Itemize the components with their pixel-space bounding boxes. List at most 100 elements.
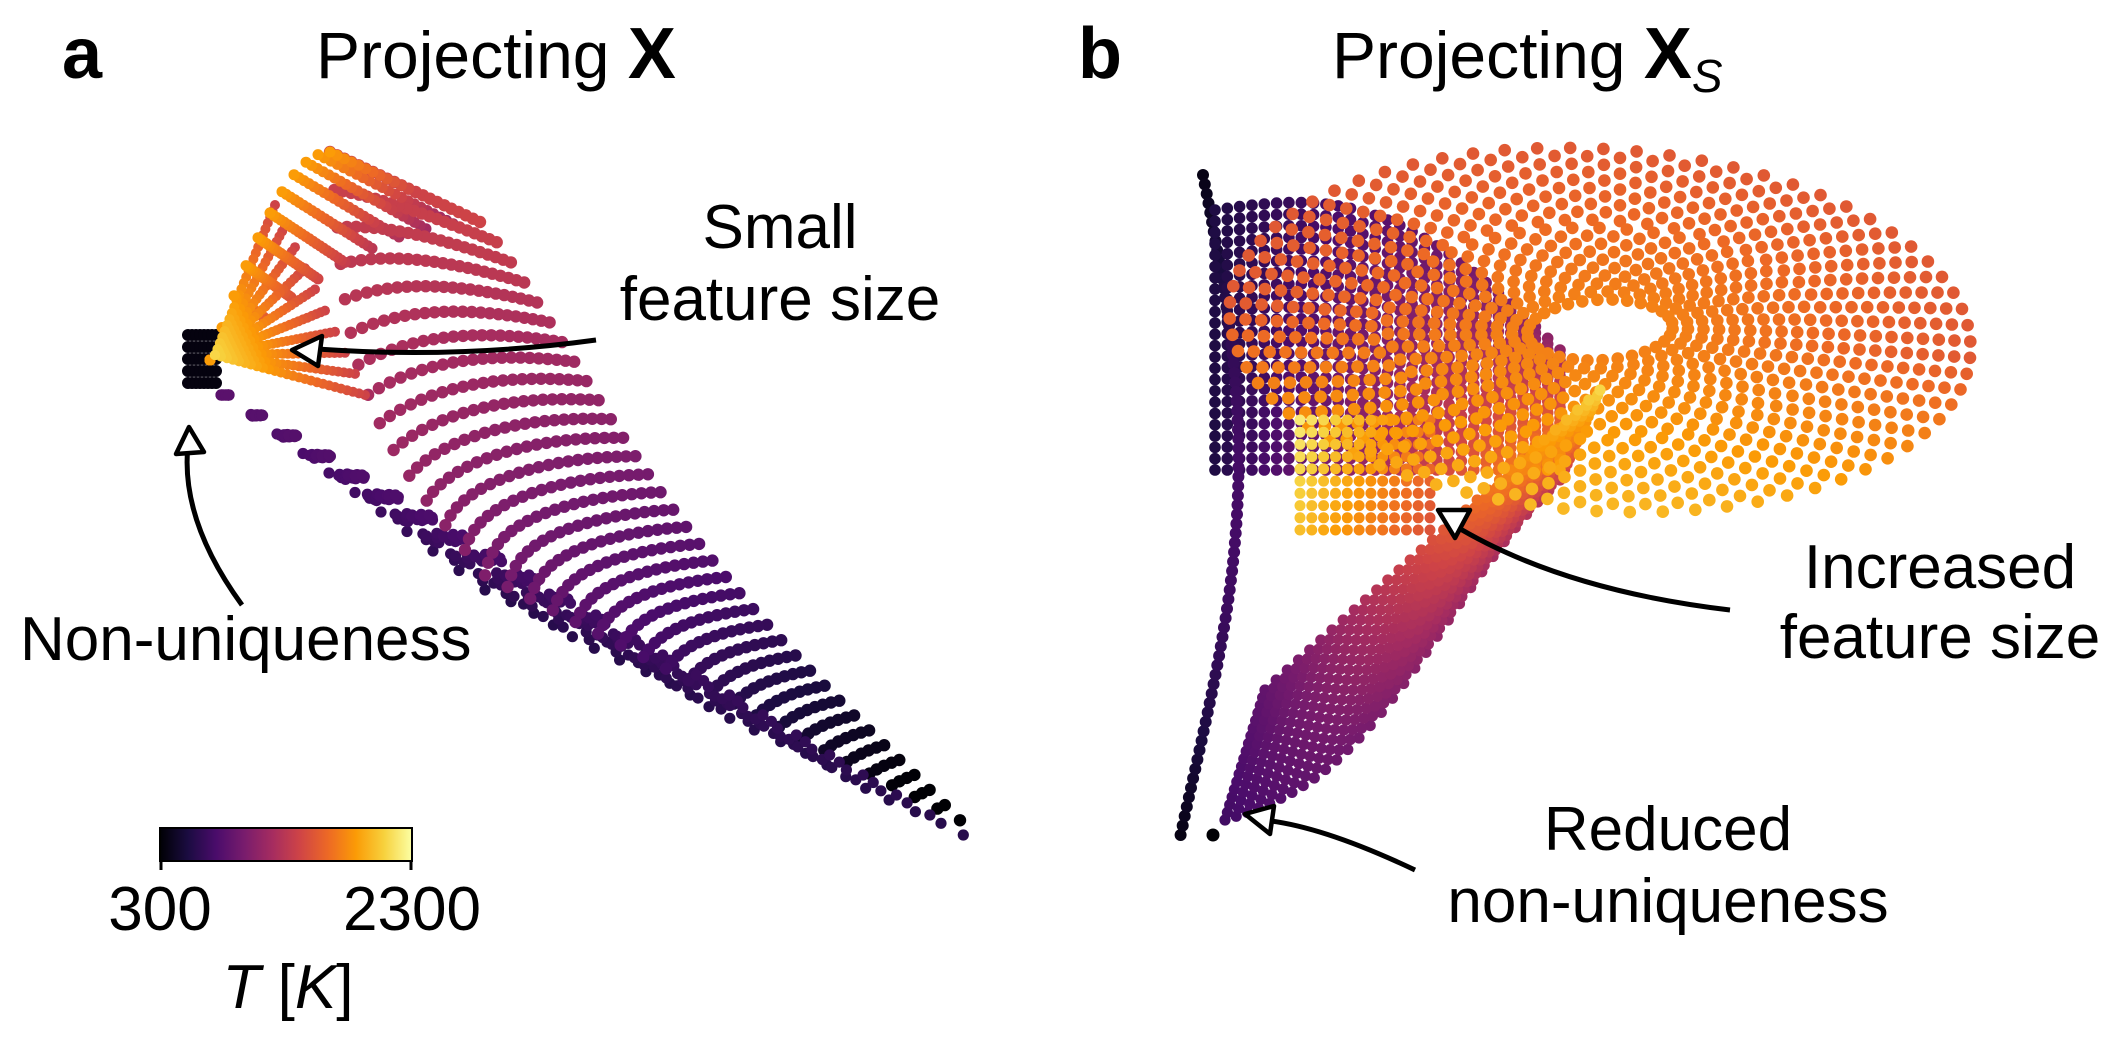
panel-a-point xyxy=(655,542,668,555)
panel-b-point xyxy=(1672,364,1686,377)
panel-b-point xyxy=(1790,338,1803,352)
panel-b-point xyxy=(1560,414,1573,426)
panel-b-point xyxy=(1231,499,1244,511)
panel-b-title-subscript: S xyxy=(1692,50,1723,102)
panel-b-point xyxy=(1631,248,1645,261)
panel-b-point xyxy=(1720,500,1734,513)
panel-b-point xyxy=(1634,296,1647,310)
panel-a-point xyxy=(323,449,335,461)
panel-b-point xyxy=(1349,674,1362,686)
panel-b-point xyxy=(1232,433,1245,445)
panel-b-point xyxy=(1371,266,1385,280)
panel-a-point xyxy=(350,220,363,233)
panel-b-point xyxy=(1435,362,1449,376)
panel-b-point xyxy=(1283,689,1295,701)
panel-b-point xyxy=(1739,433,1753,447)
panel-b-point xyxy=(1441,168,1455,182)
panel-b-point xyxy=(1589,488,1603,502)
panel-a-point xyxy=(518,417,532,430)
panel-b-point xyxy=(1365,683,1377,695)
panel-b-point xyxy=(1608,261,1621,275)
panel-b-point xyxy=(1520,243,1534,256)
panel-a-point xyxy=(500,445,513,458)
panel-b-point xyxy=(1375,604,1387,616)
panel-b-point xyxy=(1417,340,1430,353)
panel-b-point xyxy=(1209,260,1221,273)
panel-a-point xyxy=(418,306,431,320)
panel-b-point xyxy=(1345,694,1357,706)
panel-a-point xyxy=(614,639,627,652)
panel-b-point xyxy=(1400,512,1412,524)
panel-a-point xyxy=(486,351,499,365)
panel-a-point xyxy=(580,374,593,388)
panel-b-point xyxy=(1341,500,1353,512)
panel-b-point xyxy=(1302,316,1315,330)
panel-b-point xyxy=(1382,574,1394,586)
panel-b-point xyxy=(1346,614,1358,626)
panel-a-point xyxy=(256,409,268,421)
panel-b-point xyxy=(1306,487,1318,499)
panel-b-point xyxy=(1271,770,1283,783)
panel-b-point xyxy=(1566,221,1579,235)
panel-b-point xyxy=(1302,225,1315,239)
panel-b-point xyxy=(1440,446,1454,460)
panel-b-point xyxy=(1301,653,1313,665)
panel-b-point xyxy=(1392,639,1404,652)
panel-a-point xyxy=(503,469,516,483)
panel-b-point xyxy=(1209,317,1221,329)
panel-b-point xyxy=(1836,230,1849,243)
panel-b-point xyxy=(1318,524,1330,536)
panel-b-point xyxy=(1501,304,1514,317)
panel-b-point xyxy=(1222,593,1235,606)
panel-a-point xyxy=(375,506,387,518)
panel-b-point xyxy=(1389,524,1400,536)
panel-b-point xyxy=(1364,445,1377,458)
panel-b-point xyxy=(1530,403,1544,416)
panel-b-point xyxy=(1270,464,1283,476)
panel-b-point xyxy=(1324,634,1336,646)
panel-b-point xyxy=(1559,246,1572,260)
panel-b-point xyxy=(1445,246,1458,259)
panel-b-point xyxy=(1475,319,1488,333)
panel-b-point xyxy=(1400,411,1413,425)
panel-b-point xyxy=(1424,500,1436,512)
panel-b-point xyxy=(1807,247,1820,261)
panel-b-point xyxy=(1335,246,1349,260)
panel-b-point xyxy=(1280,734,1292,746)
panel-b-point xyxy=(1357,346,1371,360)
panel-b-point xyxy=(1766,301,1780,315)
panel-b-point xyxy=(1796,434,1810,447)
panel-b-point xyxy=(1526,300,1540,314)
panel-b-point xyxy=(1232,470,1245,483)
panel-b-point xyxy=(1341,438,1353,450)
panel-b-point xyxy=(1400,469,1414,482)
panel-b-point xyxy=(1307,741,1319,753)
panel-b-point xyxy=(1797,300,1811,314)
panel-b-point xyxy=(1813,437,1827,451)
panel-b-point xyxy=(1727,292,1740,306)
panel-b-point xyxy=(1914,316,1927,330)
panel-b-point xyxy=(1709,165,1723,178)
panel-b-point xyxy=(1819,409,1832,423)
panel-b-point xyxy=(1233,223,1246,236)
panel-b-point xyxy=(1292,689,1304,701)
panel-b-point xyxy=(1268,779,1280,792)
panel-b-point xyxy=(1357,604,1369,616)
panel-a-point xyxy=(374,252,387,265)
panel-a-point xyxy=(632,468,645,481)
panel-b-point xyxy=(1336,332,1349,346)
panel-a-point xyxy=(447,305,460,318)
panel-b-point xyxy=(1341,634,1353,646)
panel-b-point xyxy=(1511,472,1524,485)
panel-a-point xyxy=(517,395,530,408)
panel-b-point xyxy=(1330,426,1341,438)
panel-a-point xyxy=(437,331,450,344)
panel-b-point xyxy=(1209,351,1221,363)
panel-a-point xyxy=(645,544,658,557)
panel-b-point xyxy=(1353,438,1365,450)
panel-a-point xyxy=(394,371,407,384)
panel-b-point xyxy=(1742,334,1756,348)
panel-b-point xyxy=(1690,252,1704,266)
panel-b-point xyxy=(1271,732,1283,745)
panel-b-point xyxy=(1442,540,1454,552)
